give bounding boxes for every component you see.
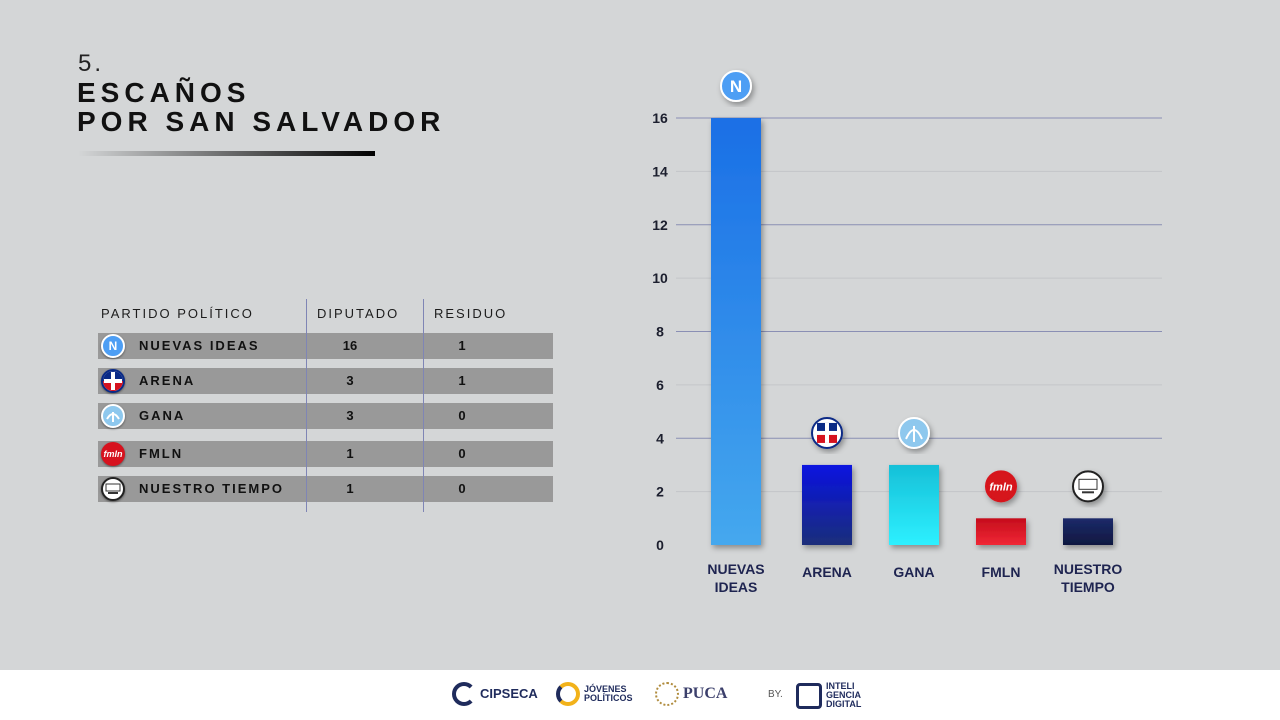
table-divider (306, 299, 307, 512)
table-row: N NUEVAS IDEAS 16 1 (98, 333, 553, 359)
deputies-value: 1 (346, 446, 354, 461)
sponsor-cipseca: CIPSECA (452, 682, 538, 706)
party-name: GANA (139, 408, 186, 423)
y-tick-label: 2 (656, 484, 664, 500)
sponsor-by-label: BY. (768, 689, 783, 700)
party-name: ARENA (139, 373, 196, 388)
y-tick-label: 0 (656, 537, 664, 553)
logo-label: N (730, 77, 742, 96)
arena-cross-h (817, 430, 837, 435)
nuestro-tiempo-logo-icon (1072, 470, 1104, 503)
y-tick-label: 14 (652, 163, 668, 179)
deputies-value: 1 (346, 481, 354, 496)
bar (802, 464, 852, 545)
table-row: ARENA 3 1 (98, 368, 553, 394)
residue-value: 0 (458, 481, 466, 496)
sponsor-jovenes-label: JÓVENES POLÍTICOS (584, 684, 633, 703)
table-header-residue: RESIDUO (434, 306, 508, 321)
x-tick-label: FMLN (982, 564, 1021, 580)
party-name: FMLN (139, 446, 184, 461)
deputies-value: 3 (346, 408, 354, 423)
table-row: NUESTRO TIEMPO 1 0 (98, 476, 553, 502)
inteligencia-icon (796, 682, 822, 709)
x-tick-label: ARENA (802, 564, 852, 580)
title-underline (78, 151, 375, 156)
bar (711, 118, 761, 545)
x-tick-label: GANA (893, 564, 934, 580)
seats-bar-chart: 0 2 4 6 8 10 12 14 16 NUEVAS IDEAS N ARENA GANA FMLN fm… (652, 70, 1162, 595)
title-line-2: POR SAN SALVADOR (77, 106, 446, 137)
table-row: fmln FMLN 1 0 (98, 441, 553, 467)
deputies-value: 3 (346, 373, 354, 388)
logo-label: fmln (989, 481, 1013, 493)
y-tick-label: 6 (656, 377, 664, 393)
y-tick-label: 16 (652, 110, 668, 126)
arena-icon (101, 369, 125, 393)
sponsor-puca-label: PUCA (683, 685, 728, 702)
slide-title: ESCAÑOS POR SAN SALVADOR (77, 78, 445, 136)
jovenes-icon (556, 682, 580, 706)
party-name: NUESTRO TIEMPO (139, 481, 285, 496)
y-tick-label: 12 (652, 217, 668, 233)
sponsor-puca: PUCA (655, 682, 727, 706)
x-tick-label: TIEMPO (1061, 579, 1115, 595)
table-divider (423, 299, 424, 512)
deputies-value: 16 (342, 338, 358, 353)
x-tick-label: IDEAS (715, 579, 758, 595)
x-tick-label: NUEVAS (707, 561, 764, 577)
slide-number: 5. (78, 50, 105, 77)
fmln-icon: fmln (101, 442, 125, 466)
bar (1063, 518, 1113, 545)
table-row: GANA 3 0 (98, 403, 553, 429)
sponsor-jovenes: JÓVENES POLÍTICOS (556, 682, 633, 706)
y-tick-label: 10 (652, 270, 668, 286)
sponsor-by: BY. (768, 689, 783, 700)
cipseca-icon (452, 682, 476, 706)
bar (889, 464, 939, 545)
nt-base (1082, 491, 1094, 494)
party-name: NUEVAS IDEAS (139, 338, 260, 353)
sponsor-cipseca-label: CIPSECA (480, 686, 538, 701)
x-tick-label: NUESTRO (1054, 561, 1123, 577)
y-tick-label: 4 (656, 430, 664, 446)
nuevas-ideas-logo-icon (720, 70, 752, 102)
nuestro-tiempo-icon (101, 477, 125, 501)
y-tick-label: 8 (656, 324, 664, 340)
gana-icon (101, 404, 125, 428)
puca-icon (655, 682, 679, 706)
bar (976, 518, 1026, 545)
residue-value: 0 (458, 446, 466, 461)
title-line-1: ESCAÑOS (77, 77, 251, 108)
residue-value: 0 (458, 408, 466, 423)
fmln-logo-icon (985, 470, 1017, 503)
table-header-deputies: DIPUTADO (317, 306, 400, 321)
sponsor-inteligencia-label: INTELI GENCIA DIGITAL (826, 681, 862, 709)
table-header-party: PARTIDO POLÍTICO (101, 306, 254, 321)
residue-value: 1 (458, 373, 466, 388)
nuevas-ideas-icon: N (101, 334, 125, 358)
sponsor-inteligencia: INTELI GENCIA DIGITAL (796, 682, 866, 709)
nt-screen (1078, 478, 1098, 490)
footer: CIPSECA JÓVENES POLÍTICOS PUCA BY. INTEL… (0, 670, 1280, 720)
residue-value: 1 (458, 338, 466, 353)
